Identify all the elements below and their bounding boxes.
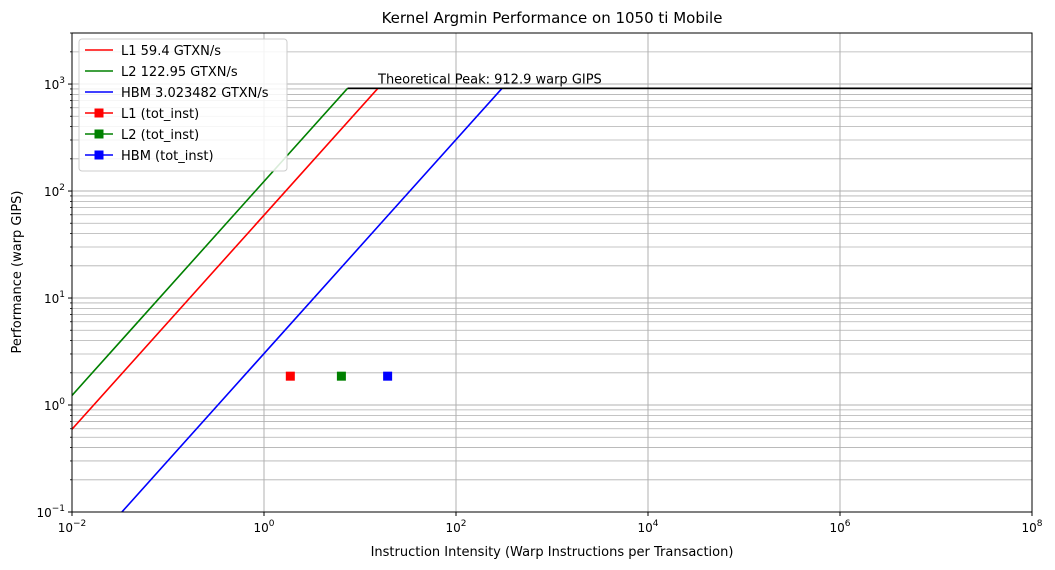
plot-frame xyxy=(71,32,1033,513)
y-axis-title: Performance (warp GIPS) xyxy=(10,191,25,354)
y-tick-label: 10−1 xyxy=(36,504,65,520)
y-tick-label: 103 xyxy=(44,76,65,92)
roofline-l1 xyxy=(72,87,379,430)
y-tick-label: 100 xyxy=(44,397,65,413)
x-tick-label: 106 xyxy=(829,519,850,535)
y-tick-label: 102 xyxy=(44,183,65,199)
data-point-l2 xyxy=(336,371,346,381)
legend-label-l1-line: L1 59.4 GTXN/s xyxy=(121,44,221,59)
legend-label-l1-marker: L1 (tot_inst) xyxy=(121,107,199,122)
x-tick-layer: 10−2 100 102 104 106 108 xyxy=(58,512,1043,535)
legend-marker-l1-marker xyxy=(94,108,104,118)
legend-label-hbm-line: HBM 3.023482 GTXN/s xyxy=(121,86,269,101)
legend-label-hbm-marker: HBM (tot_inst) xyxy=(121,149,214,164)
legend-box xyxy=(78,38,288,172)
x-tick-label: 100 xyxy=(253,519,274,535)
x-axis-title: Instruction Intensity (Warp Instructions… xyxy=(371,545,734,560)
legend-label-l2-marker: L2 (tot_inst) xyxy=(121,128,199,143)
legend-marker-hbm-marker xyxy=(94,150,104,160)
roof-layer xyxy=(72,87,1032,512)
y-tick-layer: 10−1 100 101 102 103 xyxy=(36,32,72,520)
chart-title: Kernel Argmin Performance on 1050 ti Mob… xyxy=(382,9,723,27)
legend-label-l2-line: L2 122.95 GTXN/s xyxy=(121,65,238,80)
marker-layer xyxy=(285,371,393,381)
y-tick-label: 101 xyxy=(44,290,65,306)
roofline-hbm xyxy=(120,87,503,512)
data-point-l1 xyxy=(285,371,295,381)
data-point-hbm xyxy=(383,371,393,381)
legend: L1 59.4 GTXN/s L2 122.95 GTXN/s HBM 3.0234… xyxy=(78,38,288,172)
x-tick-label: 108 xyxy=(1021,519,1042,535)
x-tick-label: 10−2 xyxy=(58,519,87,535)
peak-annotation: Theoretical Peak: 912.9 warp GIPS xyxy=(377,72,602,87)
plot-clip-group xyxy=(72,87,1032,512)
x-tick-label: 104 xyxy=(637,519,658,535)
x-tick-label: 102 xyxy=(445,519,466,535)
legend-marker-l2-marker xyxy=(94,129,104,139)
grid-layer xyxy=(71,32,1033,513)
roofline-l2 xyxy=(72,87,349,396)
